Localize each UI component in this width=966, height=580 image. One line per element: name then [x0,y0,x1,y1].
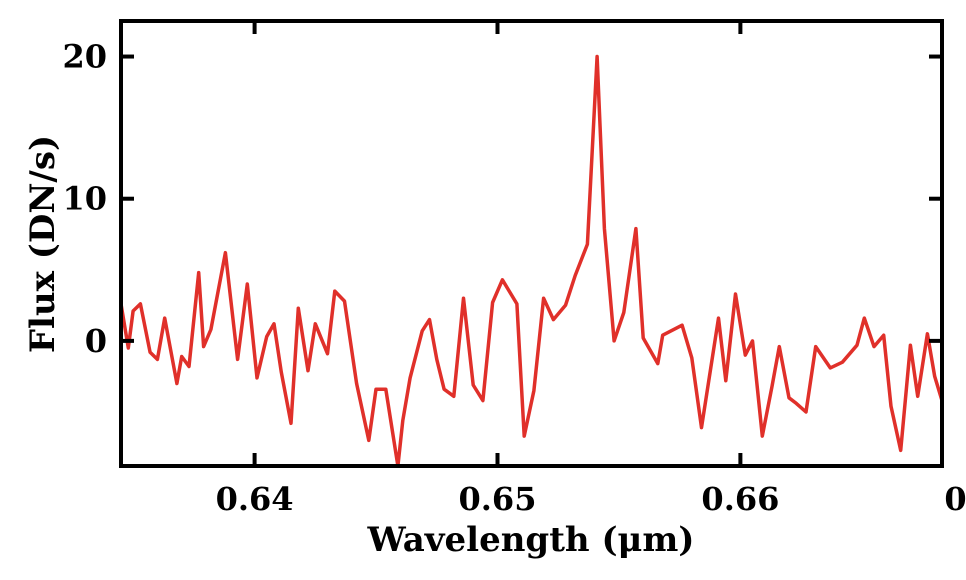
x-axis-label: Wavelength (μm) [367,520,695,560]
y-tick-label: 10 [62,180,107,218]
plot-frame [119,19,944,468]
series-line-flux [121,54,942,466]
y-tick-label: 20 [62,38,107,76]
x-tick-label: 0.67 [944,480,966,518]
x-tick-label: 0.66 [701,480,779,518]
y-tick-label: 0 [85,322,107,360]
x-tick-label: 0.64 [216,480,294,518]
x-tick-label: 0.65 [459,480,537,518]
y-axis-label: Flux (DN/s) [23,135,63,353]
